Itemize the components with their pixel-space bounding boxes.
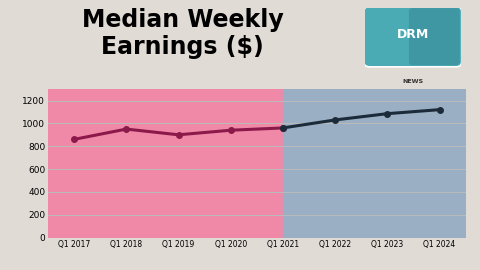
FancyBboxPatch shape [364,6,462,67]
Bar [48,89,283,238]
Text: DRM: DRM [396,28,429,41]
Text: NEWS: NEWS [402,79,423,84]
Bar [283,89,466,238]
FancyBboxPatch shape [409,8,460,65]
Text: Median Weekly
Earnings ($): Median Weekly Earnings ($) [82,8,283,59]
